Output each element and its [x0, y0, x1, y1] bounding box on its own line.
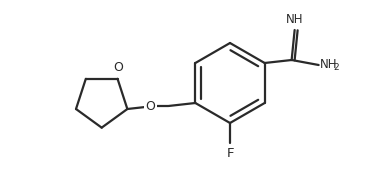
Text: F: F	[226, 147, 234, 160]
Text: O: O	[145, 99, 155, 112]
Text: NH: NH	[286, 13, 303, 26]
Text: NH: NH	[320, 58, 337, 71]
Text: 2: 2	[334, 62, 339, 71]
Text: O: O	[113, 61, 123, 74]
